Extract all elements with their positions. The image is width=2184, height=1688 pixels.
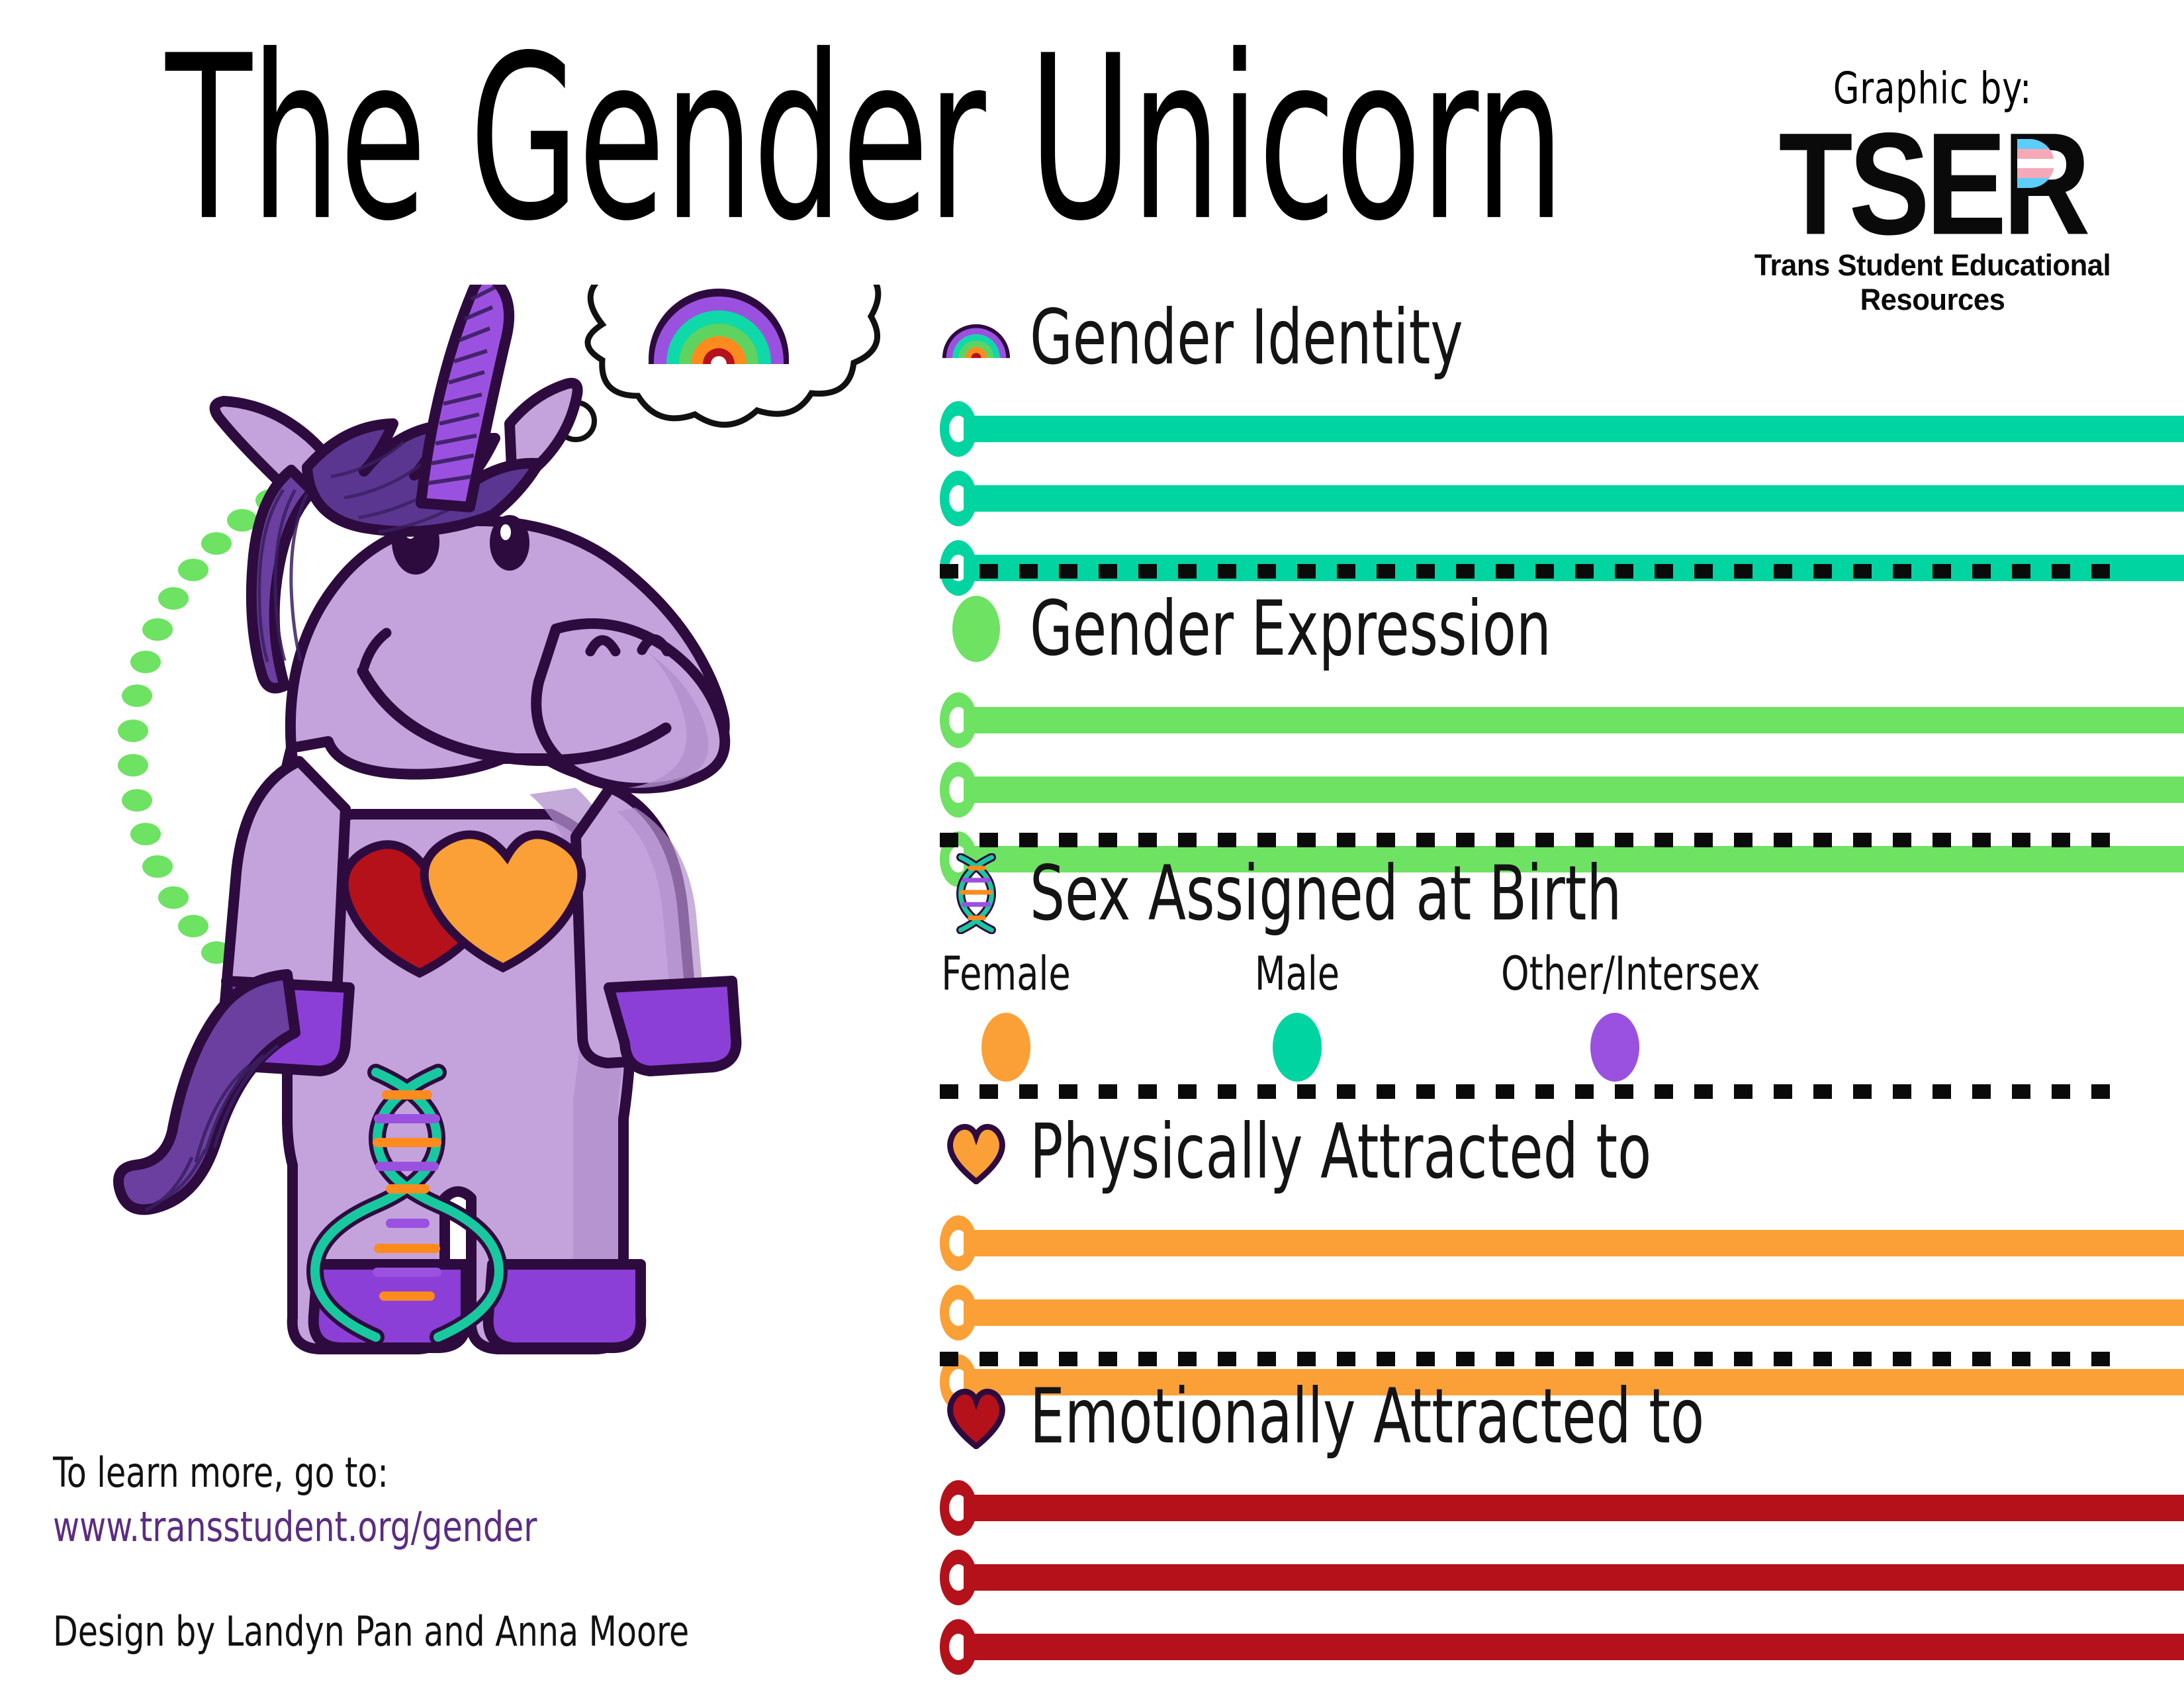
section-divider bbox=[940, 833, 2124, 847]
arrow-shaft bbox=[964, 776, 2184, 803]
green-circle-icon bbox=[940, 592, 1013, 665]
green-dot bbox=[177, 915, 208, 938]
section-header: Gender Identity bbox=[940, 294, 1533, 381]
green-dot bbox=[122, 684, 153, 708]
arrow-shaft bbox=[964, 416, 2184, 442]
design-credit: Design by Landyn Pan and Anna Moore bbox=[53, 1607, 690, 1656]
saab-label: Other/Intersex bbox=[1501, 947, 1760, 1001]
orange-heart-icon bbox=[420, 830, 586, 973]
arrow-shaft bbox=[964, 1495, 2184, 1521]
green-dot bbox=[158, 587, 189, 610]
arrow-shaft bbox=[964, 1299, 2184, 1326]
unicorn-horn bbox=[416, 285, 515, 512]
section-title: Gender Identity bbox=[1030, 293, 1463, 382]
green-dot bbox=[177, 558, 208, 581]
tser-logo: Graphic by: TSER Trans Student Education… bbox=[1747, 63, 2118, 317]
section-header: Emotionally Attracted to bbox=[940, 1373, 1814, 1460]
green-dot bbox=[130, 651, 161, 674]
saab-label: Female bbox=[941, 947, 1071, 1001]
green-dot bbox=[130, 822, 161, 845]
saab-label: Male bbox=[1254, 947, 1340, 1001]
orange-heart-icon bbox=[940, 1115, 1013, 1188]
dna-icon bbox=[940, 853, 1013, 934]
section-divider bbox=[940, 1084, 2124, 1099]
section-divider bbox=[940, 564, 2124, 579]
section-title: Physically Attracted to bbox=[1030, 1107, 1652, 1196]
arrow-shaft bbox=[964, 1634, 2184, 1660]
arrow-shaft bbox=[964, 1564, 2184, 1591]
rainbow-icon bbox=[649, 289, 789, 364]
arrow-shaft bbox=[964, 1369, 2184, 1395]
arrow-origin-bulb bbox=[940, 762, 977, 818]
section-divider bbox=[940, 1352, 2124, 1366]
green-dot bbox=[122, 788, 153, 812]
website-url[interactable]: www.transstudent.org/gender bbox=[53, 1503, 537, 1551]
green-dot bbox=[226, 508, 257, 532]
section-title: Sex Assigned at Birth bbox=[1030, 849, 1622, 938]
green-dot bbox=[117, 754, 148, 777]
arrow-shaft bbox=[964, 1230, 2184, 1256]
chest-hearts bbox=[340, 830, 586, 978]
thought-bubble-icon bbox=[512, 285, 882, 474]
tser-full-name: Trans Student Educational Resources bbox=[1754, 248, 2111, 316]
tser-acronym-wrap: TSER bbox=[1778, 112, 2090, 258]
section-title: Emotionally Attracted to bbox=[1030, 1372, 1705, 1461]
green-dot bbox=[158, 886, 189, 909]
saab-option-male: Male bbox=[1218, 947, 1377, 1082]
unicorn-tail bbox=[113, 969, 300, 1215]
unicorn-illustration bbox=[53, 285, 900, 1370]
rainbow-icon bbox=[940, 301, 1013, 374]
saab-dot bbox=[981, 1013, 1030, 1082]
arrow-shaft bbox=[964, 846, 2184, 872]
section-header: Physically Attracted to bbox=[940, 1108, 1752, 1196]
section-title: Gender Expression bbox=[1030, 585, 1551, 673]
green-dot bbox=[142, 855, 173, 878]
green-dot bbox=[142, 618, 173, 641]
saab-dot bbox=[1590, 1013, 1639, 1082]
saab-option-other-intersex: Other/Intersex bbox=[1482, 947, 1760, 1082]
graphic-by-label: Graphic by: bbox=[1833, 63, 2032, 114]
arrow-shaft bbox=[964, 707, 2184, 733]
section-header: Sex Assigned at Birth bbox=[940, 850, 1718, 937]
arrow-shaft bbox=[964, 485, 2184, 512]
saab-option-female: Female bbox=[927, 947, 1085, 1082]
section-header: Gender Expression bbox=[940, 585, 1636, 673]
green-dot bbox=[201, 532, 232, 555]
green-dot bbox=[117, 719, 148, 742]
dna-icon bbox=[306, 1064, 508, 1346]
saab-dot bbox=[1273, 1013, 1322, 1082]
red-heart-icon bbox=[940, 1380, 1013, 1453]
trans-flag-icon bbox=[2017, 139, 2055, 188]
page-title: The Gender Unicorn bbox=[165, 7, 1565, 271]
learn-more-label: To learn more, go to: bbox=[53, 1448, 388, 1497]
